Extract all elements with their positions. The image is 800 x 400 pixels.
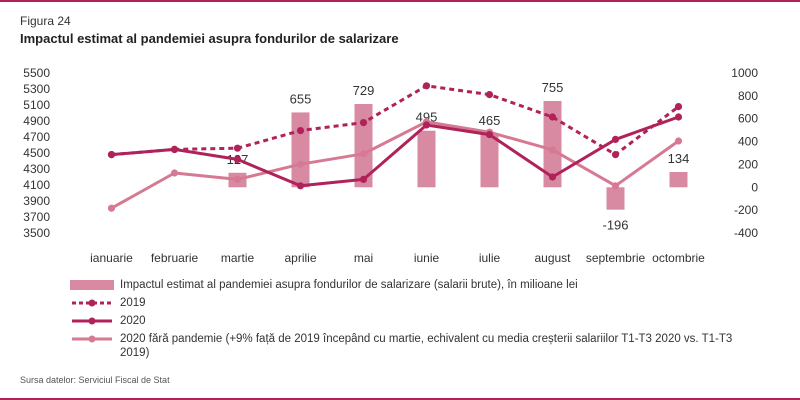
bar [669,171,688,188]
left-axis-tick-label: 3500 [23,226,50,240]
source-note: Sursa datelor: Serviciul Fiscal de Stat [20,375,170,385]
series-2019-line [111,84,680,157]
series-2020-fara-pandemie-point [233,175,242,183]
figure-label: Figura 24 [20,14,71,28]
bar-data-label: 655 [290,91,312,106]
x-axis-tick-label: mai [354,251,373,265]
legend-label-bars: Impactul estimat al pandemiei asupra fon… [120,279,578,291]
series-2020-fara-pandemie-point [674,137,683,145]
x-axis-tick-label: martie [221,251,255,265]
series-2019-point [170,145,179,153]
bar-data-label: 755 [542,80,564,95]
series-2019-point [107,151,116,159]
series-2020-point [296,182,305,190]
bar [354,103,373,188]
left-axis-tick-label: 4900 [23,114,50,128]
series-2020-point [611,135,620,143]
legend-swatch-bars [70,278,114,292]
legend-label-2019: 2019 [120,297,146,309]
bar [291,112,310,188]
series-2019-point [548,113,557,121]
left-axis-tick-label: 3700 [23,210,50,224]
series-2020-point [422,121,431,129]
left-axis-tick-label: 3900 [23,194,50,208]
series-2019-point [674,103,683,111]
right-axis-tick-label: 1000 [731,66,758,80]
legend-item-2020-fara-pandemie: 2020 fără pandemie (+9% față de 2019 înc… [70,332,750,360]
bar [417,130,436,188]
series-2020-point [674,113,683,121]
left-axis-tick-label: 4500 [23,146,50,160]
series-2019-point [485,91,494,99]
x-axis-tick-label: octombrie [652,251,705,265]
left-axis-tick-label: 5500 [23,66,50,80]
series-2019-point [359,119,368,127]
legend-item-2020: 2020 [70,314,750,328]
series-2020-fara-pandemie-point [611,182,620,190]
right-axis-tick-label: 0 [751,180,758,194]
series-2020-fara-pandemie-line [110,120,680,210]
series-2020-fara-pandemie-point [296,160,305,168]
x-axis-tick-label: august [534,251,571,265]
series-2019-point [422,82,431,90]
left-axis-tick-label: 4100 [23,178,50,192]
legend-swatch-2019 [70,296,114,310]
right-axis-tick-label: -400 [734,226,758,240]
series-2020-fara-pandemie-point [107,204,116,212]
right-axis-tick-label: 200 [738,157,758,171]
series-2020-point [359,175,368,183]
bar-data-label: 495 [416,110,438,125]
x-axis-tick-label: februarie [151,251,199,265]
x-axis-tick-label: iulie [479,251,501,265]
bar-data-label: 465 [479,113,501,128]
series-2020-fara-pandemie-point [359,150,368,158]
series-2020-fara-pandemie-point [170,169,179,177]
chart-area: 5500 5300 5100 4900 4700 4500 4300 4100 3900 3700… [23,66,758,265]
series-2020-point [233,155,242,163]
top-border [0,0,800,2]
series-2020-point [548,173,557,181]
right-axis-tick-label: 400 [738,135,758,149]
x-axis-tick-label: iunie [414,251,440,265]
legend-label-2020: 2020 [120,315,146,327]
series-2019-point [233,144,242,152]
left-axis-tick-label: 5300 [23,82,50,96]
legend: Impactul estimat al pandemiei asupra fon… [70,278,750,364]
series-2020-point [485,131,494,139]
bar-data-label: 729 [353,83,375,98]
left-axis-tick-label: 5100 [23,98,50,112]
series-2019-point [296,127,305,135]
legend-swatch-2020-fara-pandemie [70,332,114,346]
series-2020-fara-pandemie-point [548,146,557,154]
left-axis-tick-label: 4300 [23,162,50,176]
series-2020-line [111,115,680,188]
series-2019-point [611,151,620,159]
bar [543,101,562,188]
right-axis-tick-label: 600 [738,112,758,126]
figure-title: Impactul estimat al pandemiei asupra fon… [20,31,399,46]
left-axis-tick-label: 4700 [23,130,50,144]
right-axis-tick-label: 800 [738,89,758,103]
bar-data-label: -196 [602,218,628,233]
x-axis-tick-label: ianuarie [90,251,133,265]
bar [480,134,499,188]
x-axis-tick-label: septembrie [586,251,646,265]
legend-label-2020-fara-pandemie: 2020 fără pandemie (+9% față de 2019 înc… [120,333,733,359]
legend-item-2019: 2019 [70,296,750,310]
legend-item-bars: Impactul estimat al pandemiei asupra fon… [70,278,750,292]
bar [606,187,625,210]
right-axis-tick-label: -200 [734,203,758,217]
bar-data-label: 134 [668,151,690,166]
x-axis-tick-label: aprilie [284,251,316,265]
bottom-border [0,398,800,400]
legend-swatch-2020 [70,314,114,328]
